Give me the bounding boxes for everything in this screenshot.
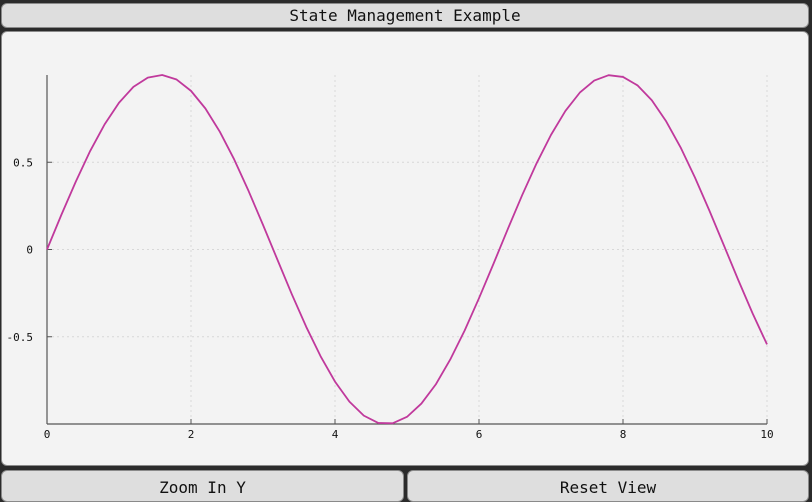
x-tick-label: 6 (476, 428, 483, 441)
reset-view-button[interactable]: Reset View (407, 470, 809, 502)
grid-lines (47, 75, 767, 424)
x-tick-label: 2 (188, 428, 195, 441)
y-tick-label: 0 (26, 244, 33, 257)
y-tick-label: 0.5 (13, 156, 33, 169)
y-tick-label: -0.5 (7, 331, 34, 344)
x-tick-label: 4 (332, 428, 339, 441)
x-tick-label: 10 (760, 428, 773, 441)
x-tick-label: 8 (620, 428, 627, 441)
zoom-in-y-button[interactable]: Zoom In Y (1, 470, 404, 502)
window-title: State Management Example (1, 3, 809, 28)
plot-panel[interactable]: 0 2 4 6 8 10 -0.5 0 0.5 (1, 31, 809, 466)
tick-labels: 0 2 4 6 8 10 -0.5 0 0.5 (7, 156, 774, 441)
x-tick-label: 0 (44, 428, 51, 441)
line-chart[interactable]: 0 2 4 6 8 10 -0.5 0 0.5 (2, 32, 810, 467)
